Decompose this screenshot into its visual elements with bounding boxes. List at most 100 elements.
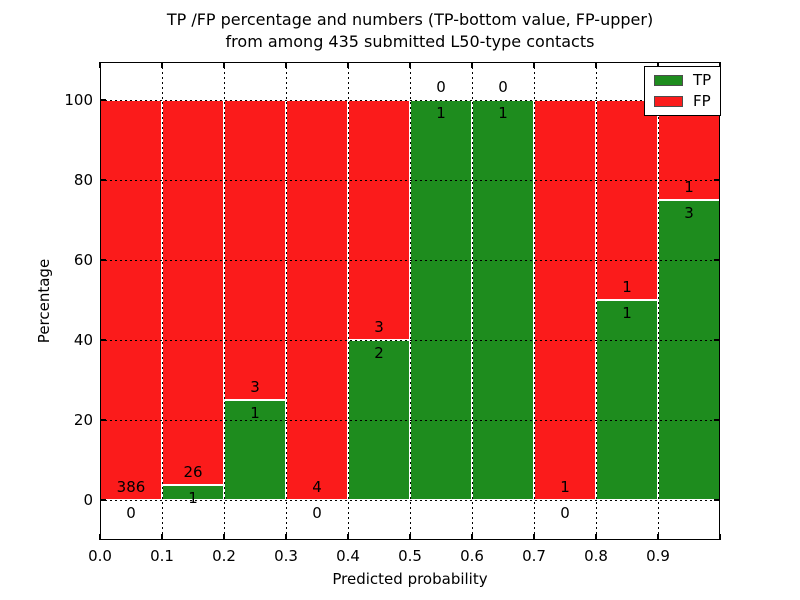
chart-title-line2: from among 435 submitted L50-type contac… [225, 32, 595, 51]
x-tick-mark [285, 62, 287, 68]
x-tick-mark [161, 534, 163, 540]
x-tick-label: 0.9 [646, 547, 670, 565]
x-tick-label: 0.2 [212, 547, 236, 565]
v-gridline [534, 62, 535, 540]
v-gridline [596, 62, 597, 540]
tp-count-label: 3 [684, 204, 694, 222]
fp-bar-segment [162, 100, 224, 486]
fp-bar-segment [100, 100, 162, 500]
legend-item-tp: TP [654, 73, 711, 88]
y-tick-label: 80 [73, 171, 93, 189]
fp-count-label: 26 [183, 463, 203, 482]
plot-area: TP FP 386 0 26 1 3 1 4 0 3 2 0 1 0 1 1 0 1 1 1 3 [99, 62, 722, 540]
fp-swatch [654, 96, 683, 107]
tp-count-label: 1 [250, 404, 260, 422]
y-tick-mark [714, 419, 720, 421]
y-tick-mark [714, 259, 720, 261]
tp-count-label: 0 [126, 504, 136, 522]
x-tick-mark [223, 534, 225, 540]
y-tick-mark [100, 499, 106, 501]
tp-count-label: 0 [312, 504, 322, 522]
x-tick-mark [533, 62, 535, 68]
x-tick-label: 0.1 [150, 547, 174, 565]
fp-count-label: 1 [684, 178, 694, 196]
y-tick-label: 60 [73, 251, 93, 269]
x-tick-mark [99, 62, 101, 68]
tp-count-label: 1 [188, 489, 198, 508]
fp-bar-segment [348, 100, 410, 340]
x-tick-mark [99, 534, 101, 540]
fp-count-label: 1 [560, 478, 570, 496]
tp-count-label: 2 [374, 344, 384, 362]
x-tick-mark [657, 534, 659, 540]
y-tick-mark [714, 499, 720, 501]
x-tick-label: 0.5 [398, 547, 422, 565]
x-tick-mark [347, 62, 349, 68]
fp-bar-segment [534, 100, 596, 500]
x-tick-label: 0.4 [336, 547, 360, 565]
fp-count-label: 4 [312, 478, 322, 496]
x-tick-mark [595, 534, 597, 540]
v-gridline [348, 62, 349, 540]
y-tick-mark [714, 339, 720, 341]
x-tick-mark [595, 62, 597, 68]
y-tick-mark [100, 419, 106, 421]
tp-count-label: 1 [622, 304, 632, 322]
x-axis-label: Predicted probability [332, 570, 488, 588]
y-tick-mark [100, 259, 106, 261]
fp-bar-segment [596, 100, 658, 300]
tp-count-label: 1 [498, 104, 508, 122]
x-tick-label: 0.3 [274, 547, 298, 565]
y-tick-label: 20 [73, 411, 93, 429]
legend-label-fp: FP [693, 92, 711, 110]
x-tick-mark [409, 62, 411, 68]
tp-count-label: 1 [436, 104, 446, 122]
tp-bar-segment [410, 100, 472, 500]
x-tick-label: 0.8 [584, 547, 608, 565]
x-tick-mark [347, 534, 349, 540]
fp-count-label: 3 [374, 318, 384, 336]
fp-bar-segment [224, 100, 286, 400]
tp-count-label: 0 [560, 504, 570, 522]
tp-bar-segment [658, 200, 720, 500]
x-tick-mark [223, 62, 225, 68]
x-tick-mark [161, 62, 163, 68]
fp-count-label: 1 [622, 278, 632, 296]
fp-count-label: 386 [116, 478, 146, 496]
fp-count-label: 0 [436, 78, 446, 96]
v-gridline [286, 62, 287, 540]
v-gridline [410, 62, 411, 540]
v-gridline [224, 62, 225, 540]
tp-swatch [654, 75, 683, 86]
x-tick-mark [719, 534, 721, 540]
x-tick-mark [657, 62, 659, 68]
legend-label-tp: TP [693, 71, 712, 89]
tp-bar-segment [596, 300, 658, 500]
y-tick-mark [714, 179, 720, 181]
fp-count-label: 0 [498, 78, 508, 96]
fp-count-label: 3 [250, 378, 260, 396]
y-tick-mark [100, 99, 106, 101]
y-tick-mark [100, 339, 106, 341]
x-tick-mark [285, 534, 287, 540]
y-tick-mark [100, 179, 106, 181]
chart-title-line1: TP /FP percentage and numbers (TP-bottom… [166, 10, 654, 29]
x-tick-mark [409, 534, 411, 540]
legend-item-fp: FP [654, 94, 711, 109]
y-tick-label: 100 [64, 91, 93, 109]
v-gridline [658, 62, 659, 540]
v-gridline [472, 62, 473, 540]
tp-bar-segment [224, 400, 286, 500]
fp-bar-segment [286, 100, 348, 500]
x-tick-mark [471, 62, 473, 68]
y-tick-label: 40 [73, 331, 93, 349]
y-tick-label: 0 [83, 491, 93, 509]
tp-bar-segment [472, 100, 534, 500]
x-tick-label: 0.6 [460, 547, 484, 565]
x-tick-mark [471, 534, 473, 540]
legend: TP FP [644, 66, 722, 116]
x-tick-mark [533, 534, 535, 540]
v-gridline [162, 62, 163, 540]
x-tick-label: 0.0 [88, 547, 112, 565]
